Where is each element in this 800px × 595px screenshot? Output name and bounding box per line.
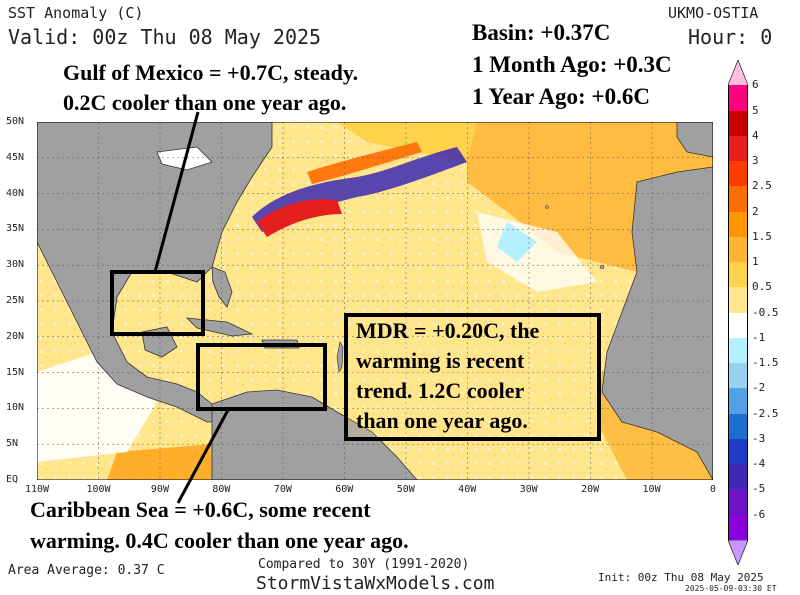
init-time: Init: 00z Thu 08 May 2025 bbox=[598, 571, 764, 584]
azores-islands bbox=[545, 205, 549, 209]
latitude-label: 45N bbox=[6, 151, 25, 163]
gulf-annotation-line1: Gulf of Mexico = +0.7C, steady. bbox=[63, 60, 359, 85]
mdr-annotation-line2: warming is recent bbox=[356, 348, 525, 373]
area-average: Area Average: 0.37 C bbox=[8, 563, 165, 578]
year-ago-stat: 1 Year Ago: +0.6C bbox=[472, 84, 650, 109]
mdr-annotation: MDR = +0.20C, the warming is recent tren… bbox=[356, 316, 539, 436]
longitude-label: 70W bbox=[273, 484, 292, 495]
gulf-annotation-line2: 0.2C cooler than one year ago. bbox=[63, 90, 347, 115]
longitude-label: 80W bbox=[212, 484, 231, 495]
colorbar-top-arrow bbox=[728, 60, 748, 86]
longitude-label: 110W bbox=[25, 484, 50, 495]
caribbean-annotation-line1: Caribbean Sea = +0.6C, some recent bbox=[30, 497, 371, 522]
colorbar-cell bbox=[728, 236, 748, 262]
iberia-land bbox=[676, 122, 713, 158]
latitude-label: 25N bbox=[6, 295, 25, 306]
mdr-annotation-line4: than one year ago. bbox=[356, 408, 528, 433]
longitude-label: 0 bbox=[710, 484, 717, 495]
colorbar-cell bbox=[728, 464, 748, 490]
mdr-annotation-line3: trend. 1.2C cooler bbox=[356, 378, 525, 403]
colorbar-tick-label: -2.5 bbox=[752, 406, 779, 420]
colorbar-tick-label: 1.5 bbox=[752, 229, 772, 243]
colorbar-cell bbox=[728, 388, 748, 414]
colorbar-tick-label: -5 bbox=[752, 482, 766, 496]
florida-land bbox=[211, 266, 233, 308]
forecast-hour: Hour: 0 bbox=[688, 25, 773, 49]
map-title: SST Anomaly (C) bbox=[8, 4, 144, 22]
longitude-label: 60W bbox=[335, 484, 354, 495]
caribbean-sea-box bbox=[196, 343, 327, 411]
colorbar-cell bbox=[728, 85, 748, 111]
longitude-label: 30W bbox=[519, 484, 538, 495]
colorbar-tick-label: 2 bbox=[752, 204, 759, 218]
colorbar-cell bbox=[728, 489, 748, 515]
colorbar-tick-label: 5 bbox=[752, 103, 759, 117]
longitude-label: 20W bbox=[581, 484, 600, 495]
colorbar-cell bbox=[728, 110, 748, 136]
longitude-label: 10W bbox=[642, 484, 661, 495]
longitude-label: 40W bbox=[458, 484, 477, 495]
latitude-label: 10N bbox=[6, 402, 25, 414]
colorbar-cell bbox=[728, 211, 748, 237]
colorbar-tick-label: -3 bbox=[752, 431, 766, 445]
lesser-antilles bbox=[336, 341, 344, 373]
cool-anomaly-central bbox=[497, 222, 537, 262]
colorbar-tick-label: 1 bbox=[752, 255, 759, 268]
gulf-stream-warm bbox=[257, 199, 342, 237]
longitude-label: 100W bbox=[86, 484, 111, 495]
gulf-stream-warm-eddy bbox=[307, 142, 422, 184]
caribbean-annotation-line2: warming. 0.4C cooler than one year ago. bbox=[30, 528, 409, 553]
latitude-label: 30N bbox=[6, 259, 25, 271]
colorbar-tick-label: 2.5 bbox=[752, 179, 772, 193]
colorbar-cell bbox=[728, 262, 748, 288]
colorbar-cell bbox=[728, 135, 748, 161]
colorbar-cell bbox=[728, 312, 748, 338]
site-name: StormVistaWxModels.com bbox=[256, 573, 495, 594]
latitude-label: EQ bbox=[6, 474, 19, 485]
generated-timestamp: 2025-05-09-03:30 ET bbox=[685, 584, 777, 593]
colorbar-tick-label: -4 bbox=[752, 457, 766, 470]
basin-stat: Basin: +0.37C bbox=[472, 20, 611, 45]
latitude-label: 35N bbox=[6, 223, 25, 235]
canary-islands bbox=[599, 264, 605, 270]
model-name: UKMO-OSTIA bbox=[668, 4, 759, 22]
africa-land bbox=[601, 166, 713, 480]
colorbar-tick-label: -2 bbox=[752, 381, 766, 395]
colorbar bbox=[728, 60, 748, 565]
colorbar-tick-label: -0.5 bbox=[752, 305, 779, 319]
colorbar-tick-label: 6 bbox=[752, 78, 759, 92]
colorbar-cell bbox=[728, 186, 748, 212]
colorbar-cell bbox=[728, 363, 748, 389]
valid-time: Valid: 00z Thu 08 May 2025 bbox=[8, 25, 322, 49]
colorbar-cell bbox=[728, 337, 748, 363]
latitude-label: 5N bbox=[6, 438, 19, 450]
colorbar-tick-label: 0.5 bbox=[752, 280, 772, 294]
longitude-label: 90W bbox=[150, 484, 169, 495]
colorbar-cell bbox=[728, 161, 748, 187]
gulf-of-mexico-box bbox=[110, 270, 205, 336]
month-ago-stat: 1 Month Ago: +0.3C bbox=[472, 52, 672, 77]
mdr-box bbox=[344, 313, 601, 441]
latitude-label: 15N bbox=[6, 366, 25, 378]
colorbar-cell bbox=[728, 514, 748, 540]
colorbar-tick-label: -6 bbox=[752, 507, 766, 521]
colorbar-cell bbox=[728, 287, 748, 313]
colorbar-tick-label: 4 bbox=[752, 128, 759, 142]
colorbar-tick-label: -1.5 bbox=[752, 356, 779, 369]
latitude-label: 40N bbox=[6, 187, 25, 199]
colorbar-cell bbox=[728, 438, 748, 464]
latitude-label: 20N bbox=[6, 330, 25, 342]
latitude-label: 50N bbox=[6, 116, 25, 127]
colorbar-bottom-arrow bbox=[728, 539, 748, 565]
colorbar-tick-label: -1 bbox=[752, 330, 766, 344]
climatology-note: Compared to 30Y (1991-2020) bbox=[258, 557, 470, 572]
mdr-annotation-line1: MDR = +0.20C, the bbox=[356, 318, 540, 343]
south-america-land bbox=[211, 389, 418, 480]
colorbar-cell bbox=[728, 413, 748, 439]
colorbar-tick-label: 3 bbox=[752, 154, 759, 167]
longitude-label: 50W bbox=[396, 484, 415, 495]
